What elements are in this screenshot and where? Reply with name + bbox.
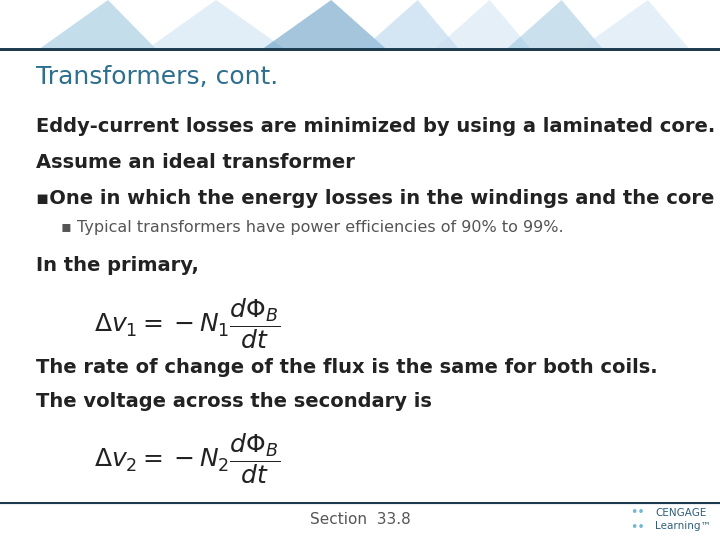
Polygon shape [36,0,158,51]
Text: $\Delta v_2 = -N_2 \dfrac{d\Phi_B}{dt}$: $\Delta v_2 = -N_2 \dfrac{d\Phi_B}{dt}$ [94,433,280,487]
Text: ••
••: •• •• [630,507,644,535]
Polygon shape [432,0,533,51]
Text: $\Delta v_1 = -N_1 \dfrac{d\Phi_B}{dt}$: $\Delta v_1 = -N_1 \dfrac{d\Phi_B}{dt}$ [94,297,280,351]
Polygon shape [259,0,389,51]
Text: The voltage across the secondary is: The voltage across the secondary is [36,392,432,411]
Text: Transformers, cont.: Transformers, cont. [36,65,278,89]
Text: Assume an ideal transformer: Assume an ideal transformer [36,153,355,172]
Polygon shape [576,0,691,51]
Text: Section  33.8: Section 33.8 [310,512,410,526]
Text: Eddy-current losses are minimized by using a laminated core.: Eddy-current losses are minimized by usi… [36,117,715,136]
Text: ▪One in which the energy losses in the windings and the core are zero.: ▪One in which the energy losses in the w… [36,189,720,208]
Polygon shape [360,0,461,51]
Text: CENGAGE
Learning™: CENGAGE Learning™ [655,508,711,531]
Text: The rate of change of the flux is the same for both coils.: The rate of change of the flux is the sa… [36,358,657,377]
Text: ▪ Typical transformers have power efficiencies of 90% to 99%.: ▪ Typical transformers have power effici… [61,220,564,235]
Polygon shape [144,0,288,51]
Text: In the primary,: In the primary, [36,256,199,275]
Polygon shape [504,0,605,51]
